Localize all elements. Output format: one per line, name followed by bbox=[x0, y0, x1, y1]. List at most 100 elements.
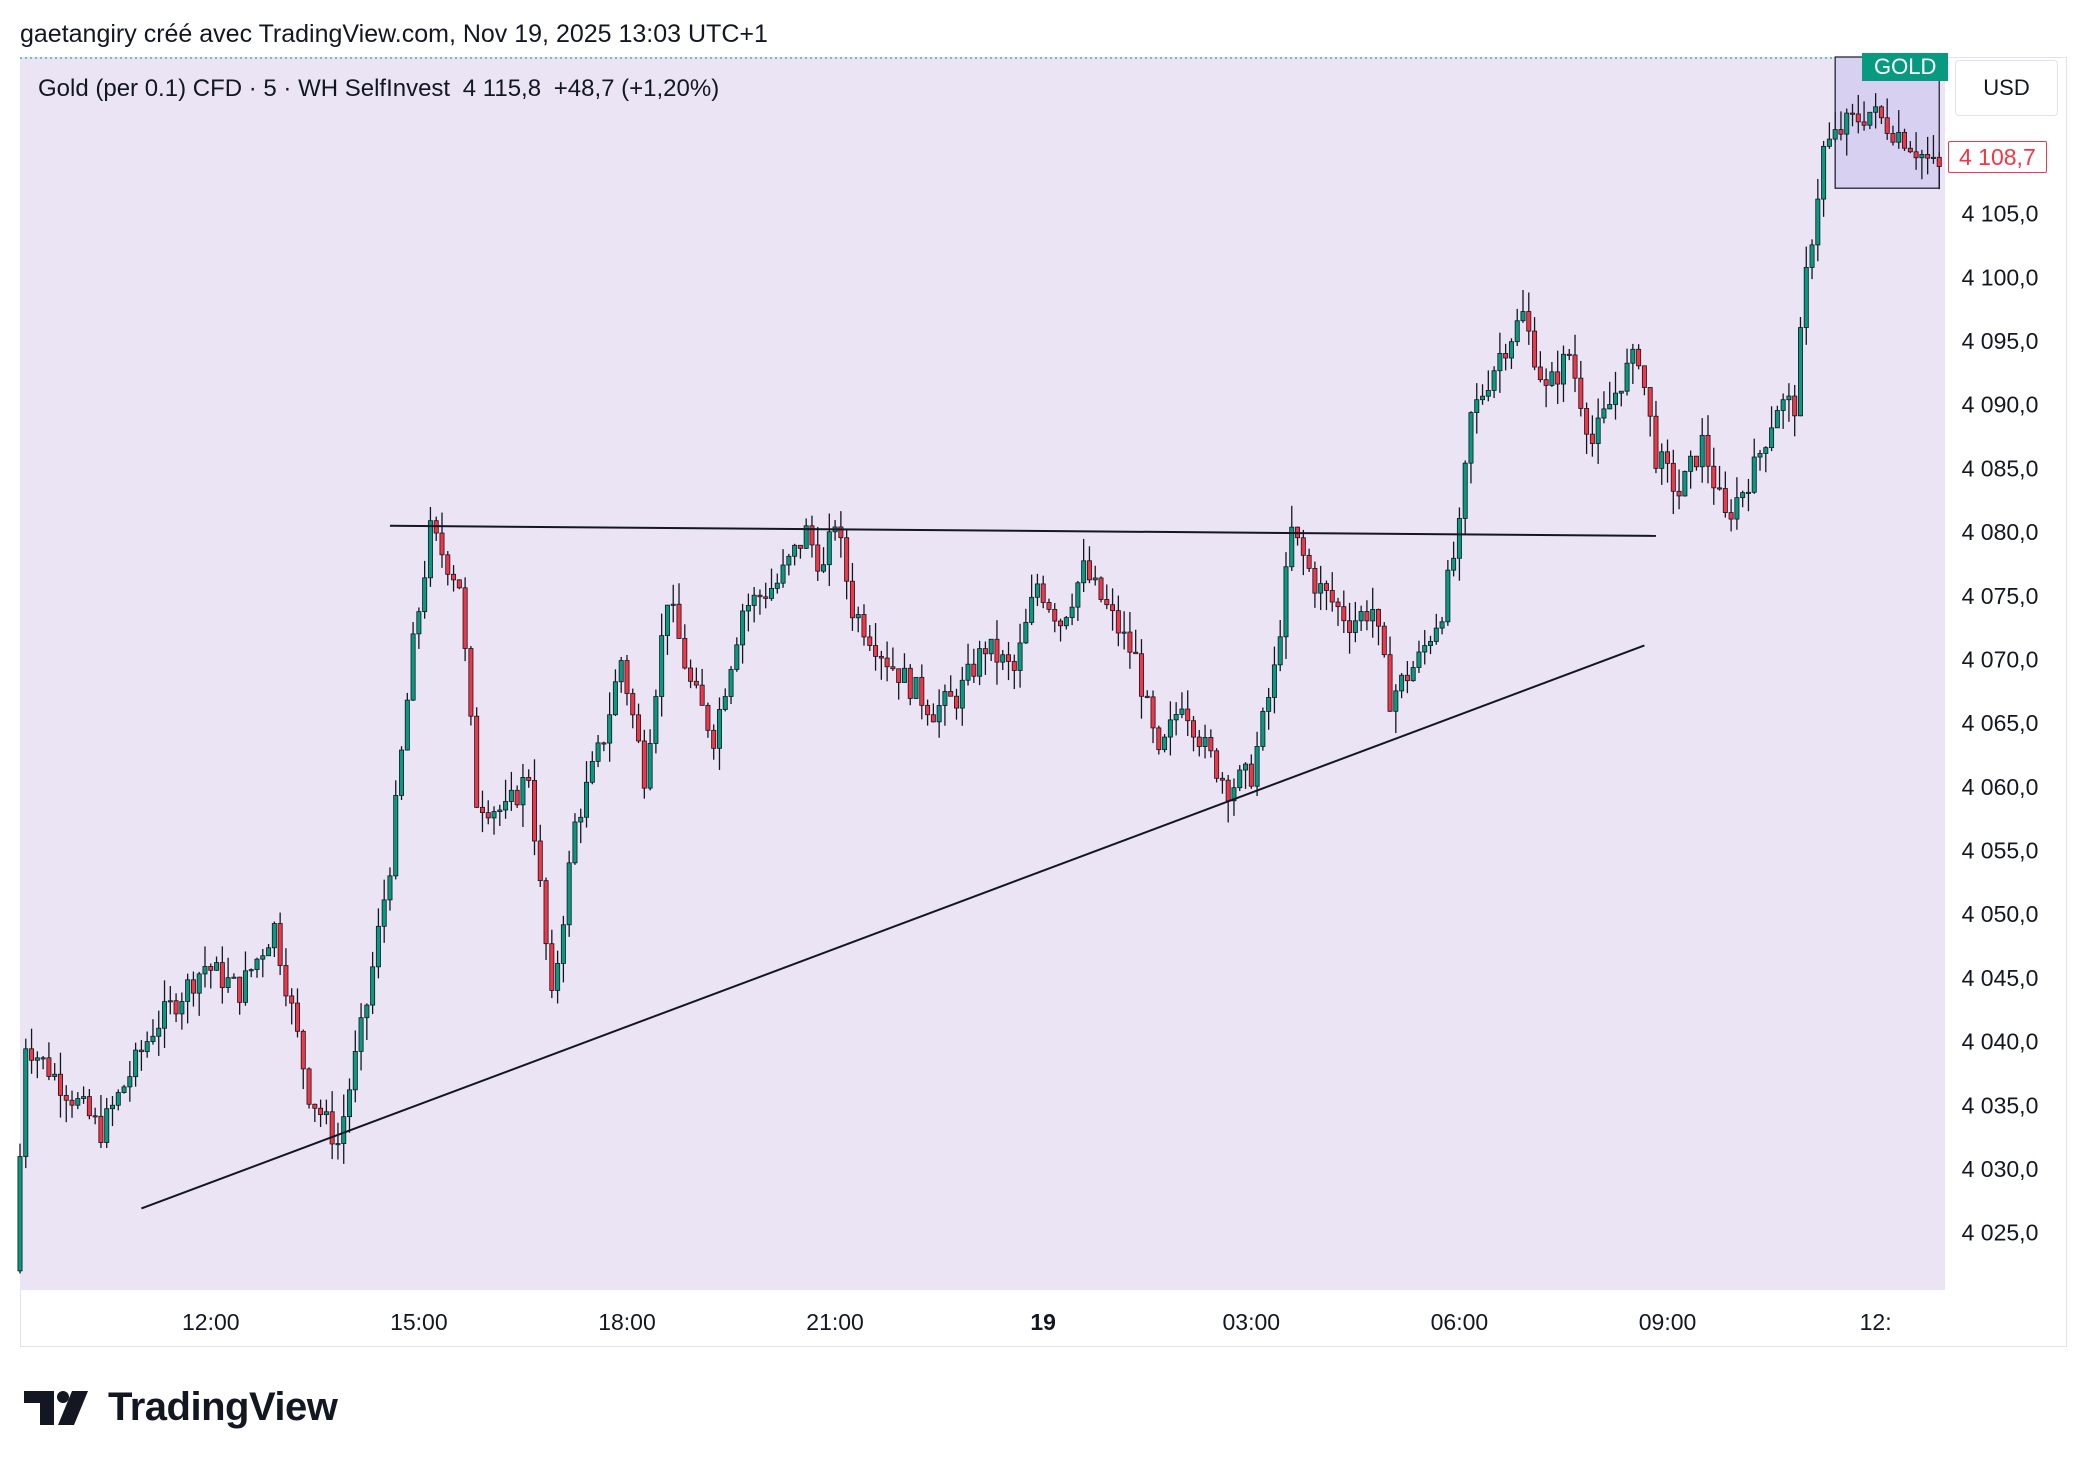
currency-selector[interactable]: USD bbox=[1955, 60, 2058, 116]
candle-down bbox=[1728, 512, 1734, 520]
candle-up bbox=[1751, 456, 1757, 493]
candle-up bbox=[150, 1035, 156, 1042]
candle-up bbox=[1173, 714, 1179, 721]
candle-down bbox=[485, 812, 491, 819]
candle-down bbox=[1104, 599, 1110, 606]
candle-up bbox=[1659, 451, 1665, 469]
candle-up bbox=[387, 875, 393, 901]
candle-down bbox=[1086, 560, 1092, 581]
candle-up bbox=[410, 633, 416, 701]
candle-down bbox=[757, 594, 763, 598]
candle-up bbox=[335, 1143, 341, 1146]
candle-up bbox=[404, 699, 410, 751]
candle-down bbox=[1589, 433, 1595, 444]
candle-up bbox=[1786, 395, 1792, 401]
candle-down bbox=[208, 966, 214, 971]
candle-down bbox=[867, 636, 873, 646]
candle-up bbox=[1549, 371, 1555, 386]
candle-up bbox=[647, 743, 653, 789]
candle-up bbox=[901, 667, 907, 683]
price-axis-label: 4 085,0 bbox=[1962, 455, 2039, 481]
tradingview-logo[interactable]: TradingView bbox=[24, 1385, 338, 1430]
candle-up bbox=[826, 531, 832, 566]
candle-up bbox=[607, 714, 613, 744]
candle-down bbox=[1907, 147, 1913, 153]
candle-down bbox=[1133, 651, 1139, 655]
candle-down bbox=[890, 666, 896, 670]
candle-up bbox=[1000, 654, 1006, 663]
candle-up bbox=[352, 1050, 358, 1091]
candle-up bbox=[399, 749, 405, 796]
candle-up bbox=[144, 1041, 150, 1053]
candle-up bbox=[110, 1104, 115, 1110]
candle-down bbox=[1670, 462, 1676, 492]
candle-up bbox=[364, 1004, 370, 1019]
candle-down bbox=[1722, 488, 1728, 513]
candle-down bbox=[1150, 696, 1156, 729]
candle-down bbox=[1653, 415, 1659, 469]
candle-down bbox=[884, 657, 890, 668]
candle-down bbox=[1936, 156, 1942, 167]
candle-up bbox=[728, 669, 734, 697]
candle-down bbox=[479, 806, 485, 813]
candle-up bbox=[589, 760, 595, 783]
candle-down bbox=[468, 648, 474, 717]
candle-up bbox=[1162, 736, 1168, 751]
candle-up bbox=[231, 976, 237, 979]
candle-up bbox=[1266, 697, 1272, 712]
candle-down bbox=[948, 691, 954, 697]
symbol-info[interactable]: Gold (per 0.1) CFD · 5 · WH SelfInvest 4… bbox=[38, 75, 725, 103]
candle-down bbox=[797, 544, 803, 549]
price-axis-label: 4 050,0 bbox=[1962, 901, 2039, 927]
candle-up bbox=[560, 924, 566, 964]
candle-up bbox=[745, 605, 751, 612]
candle-down bbox=[312, 1103, 318, 1109]
candle-up bbox=[179, 1001, 185, 1015]
candle-down bbox=[641, 740, 647, 789]
candle-down bbox=[92, 1115, 98, 1118]
candle-up bbox=[341, 1116, 347, 1144]
candle-down bbox=[930, 714, 936, 723]
candle-up bbox=[1254, 746, 1260, 787]
candle-down bbox=[1052, 608, 1058, 622]
candle-down bbox=[1543, 379, 1549, 386]
time-axis-label: 21:00 bbox=[806, 1309, 864, 1335]
candle-up bbox=[1445, 569, 1451, 623]
candle-down bbox=[138, 1049, 144, 1053]
candle-up bbox=[1508, 341, 1514, 359]
candle-down bbox=[1115, 610, 1121, 634]
candle-down bbox=[1838, 129, 1844, 135]
candle-up bbox=[1497, 353, 1503, 372]
candle-up bbox=[1243, 763, 1249, 771]
candle-up bbox=[1121, 631, 1127, 634]
candle-up bbox=[786, 555, 792, 566]
candle-up bbox=[1734, 497, 1740, 520]
candle-up bbox=[1774, 410, 1780, 429]
candle-down bbox=[1902, 131, 1908, 149]
candle-down bbox=[1636, 348, 1642, 367]
candle-up bbox=[1821, 145, 1827, 200]
candle-down bbox=[1693, 455, 1699, 468]
candle-down bbox=[1878, 106, 1884, 119]
candle-up bbox=[416, 611, 422, 635]
candle-up bbox=[1439, 621, 1445, 629]
time-axis-label: 15:00 bbox=[390, 1309, 448, 1335]
candle-up bbox=[977, 648, 983, 677]
chart-plot-area[interactable] bbox=[20, 57, 1945, 1290]
candle-up bbox=[248, 969, 254, 972]
candle-up bbox=[81, 1096, 87, 1099]
candle-up bbox=[1832, 129, 1838, 140]
candle-down bbox=[676, 603, 682, 639]
candle-up bbox=[1682, 470, 1688, 497]
price-axis-label: 4 100,0 bbox=[1962, 264, 2039, 290]
candle-down bbox=[1335, 601, 1341, 608]
candle-up bbox=[1231, 787, 1237, 802]
candle-up bbox=[1809, 244, 1815, 268]
candle-up bbox=[127, 1076, 133, 1088]
candle-up bbox=[1815, 198, 1821, 246]
candle-up bbox=[595, 742, 601, 762]
candle-down bbox=[219, 962, 225, 989]
candle-down bbox=[237, 976, 243, 1003]
candle-up bbox=[578, 816, 584, 823]
candle-up bbox=[584, 781, 589, 818]
